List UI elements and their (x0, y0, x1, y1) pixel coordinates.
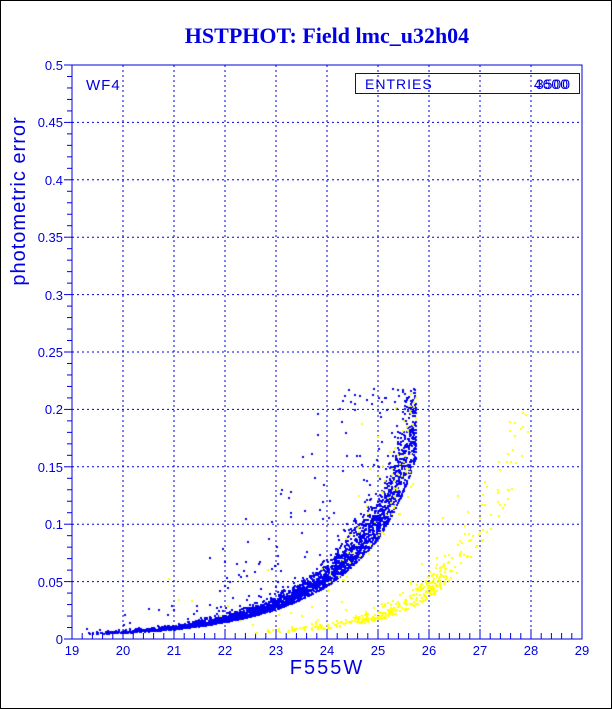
y-tick-label: 0.1 (44, 517, 63, 533)
stats-label: ENTRIES (365, 76, 433, 92)
y-tick-label: 0.45 (37, 115, 63, 131)
y-tick-label: 0 (55, 632, 63, 647)
x-tick-label: 19 (64, 643, 80, 658)
y-axis-title: photometric error (8, 116, 30, 286)
x-tick-label: 20 (115, 643, 131, 658)
stats-value-1: 3500 (535, 76, 571, 92)
x-tick-label: 21 (166, 643, 182, 658)
y-tick-label: 0.4 (44, 172, 63, 188)
y-tick-label: 0.2 (44, 402, 63, 418)
x-tick-label: 27 (472, 643, 488, 658)
y-tick-label: 0.15 (37, 459, 63, 475)
panel-label: WF4 (86, 77, 121, 94)
y-tick-label: 0.35 (37, 230, 63, 246)
x-tick-label: 26 (421, 643, 437, 658)
x-tick-label: 24 (319, 643, 335, 658)
y-tick-label: 0.25 (37, 345, 63, 360)
x-axis-title: F555W (289, 657, 365, 679)
x-tick-label: 23 (268, 643, 284, 658)
y-tick-label: 0.3 (44, 287, 63, 303)
y-tick-label: 0.05 (37, 574, 63, 590)
stats-value-2: 4600 (533, 76, 569, 92)
x-tick-label: 29 (574, 643, 590, 658)
stats-box: ENTRIES 4600 3500 (355, 73, 580, 94)
x-tick-label: 28 (523, 643, 539, 658)
y-tick-label: 0.5 (44, 58, 63, 73)
x-tick-label: 25 (370, 643, 386, 658)
x-tick-label: 22 (217, 643, 233, 658)
